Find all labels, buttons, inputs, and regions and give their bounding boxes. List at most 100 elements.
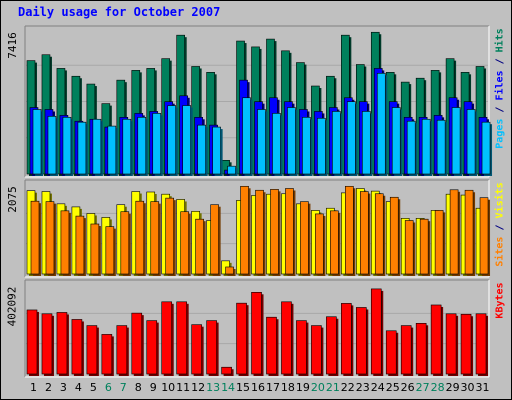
hits-panel-legend-part: / — [494, 100, 506, 119]
day-label-5: 5 — [90, 381, 97, 394]
day-label-27: 27 — [416, 381, 430, 394]
day-label-25: 25 — [386, 381, 400, 394]
bar-kbytes-day-27 — [415, 323, 429, 376]
bar-pages-day-22 — [347, 101, 358, 176]
day-label-14: 14 — [221, 381, 235, 394]
bar-kbytes-day-10 — [161, 301, 174, 376]
hits-panel-ymax-label: 7416 — [5, 32, 19, 59]
day-label-16: 16 — [251, 381, 265, 394]
bar-sites-day-20 — [315, 213, 326, 276]
bar-pages-day-3 — [62, 116, 73, 176]
bar-kbytes-day-14 — [221, 366, 234, 376]
bar-sites-day-2 — [45, 201, 56, 276]
day-label-31: 31 — [476, 381, 490, 394]
day-label-1: 1 — [30, 381, 37, 394]
day-label-15: 15 — [236, 381, 250, 394]
bar-pages-day-6 — [107, 125, 118, 176]
day-label-8: 8 — [135, 381, 142, 394]
visits-panel-ymax-label: 2075 — [5, 186, 19, 213]
bar-pages-day-14 — [227, 165, 238, 176]
bar-kbytes-day-1 — [26, 309, 39, 376]
bar-sites-day-18 — [285, 188, 296, 276]
bar-kbytes-day-12 — [191, 324, 204, 376]
bar-sites-day-22 — [345, 185, 356, 276]
bar-sites-day-31 — [479, 197, 491, 276]
day-label-21: 21 — [326, 381, 340, 394]
bar-sites-day-21 — [330, 210, 341, 276]
day-label-7: 7 — [120, 381, 127, 394]
bar-sites-day-10 — [165, 197, 176, 276]
bar-kbytes-day-18 — [281, 301, 294, 376]
bar-kbytes-day-30 — [460, 313, 474, 376]
bar-pages-day-26 — [406, 120, 418, 176]
chart-title: Daily usage for October 2007 — [18, 5, 221, 19]
bar-pages-day-27 — [421, 118, 433, 176]
bar-kbytes-day-4 — [71, 319, 84, 376]
bar-kbytes-day-26 — [400, 325, 414, 376]
bar-pages-day-11 — [182, 105, 193, 176]
bar-pages-day-25 — [391, 107, 403, 176]
day-label-4: 4 — [75, 381, 82, 394]
bar-sites-day-19 — [300, 201, 311, 276]
bar-sites-day-24 — [374, 193, 386, 276]
bar-sites-day-30 — [464, 189, 476, 276]
kbytes-panel-legend-part: KBytes — [494, 281, 506, 319]
day-label-6: 6 — [105, 381, 112, 394]
bar-kbytes-day-31 — [475, 313, 489, 376]
visits-panel-legend-part: / — [494, 217, 506, 237]
hits-panel-legend-part: Files — [494, 69, 506, 101]
bar-pages-day-12 — [197, 124, 208, 176]
bar-pages-day-2 — [47, 116, 58, 176]
bar-kbytes-day-6 — [101, 334, 114, 376]
day-label-19: 19 — [296, 381, 310, 394]
day-label-9: 9 — [150, 381, 157, 394]
bar-kbytes-day-16 — [251, 291, 264, 376]
bar-kbytes-day-24 — [370, 288, 384, 376]
bar-pages-day-31 — [481, 121, 493, 176]
bar-sites-day-9 — [150, 201, 161, 276]
hits-panel-legend-part: / — [494, 51, 506, 70]
bar-pages-day-15 — [242, 97, 253, 176]
bar-pages-day-7 — [122, 118, 133, 176]
bar-kbytes-day-23 — [355, 307, 369, 376]
bar-sites-day-14 — [225, 266, 236, 276]
bar-kbytes-day-28 — [430, 304, 444, 376]
bar-pages-day-30 — [466, 109, 478, 176]
bar-sites-day-15 — [240, 185, 251, 276]
bar-sites-day-27 — [419, 218, 431, 276]
bar-sites-day-4 — [75, 215, 86, 276]
bar-sites-day-1 — [30, 200, 41, 276]
day-label-26: 26 — [401, 381, 415, 394]
day-label-17: 17 — [266, 381, 280, 394]
bar-pages-day-29 — [451, 107, 463, 176]
bar-kbytes-day-21 — [326, 316, 339, 376]
day-label-20: 20 — [311, 381, 325, 394]
bar-pages-day-10 — [167, 105, 178, 176]
bar-sites-day-29 — [449, 189, 461, 276]
bar-kbytes-day-25 — [385, 330, 399, 376]
bar-sites-day-8 — [135, 200, 146, 276]
bar-kbytes-day-5 — [86, 325, 99, 376]
bar-sites-day-25 — [389, 196, 401, 276]
visits-panel-legend-part: Sites — [494, 236, 506, 267]
kbytes-panel-ymax-label: 402092 — [5, 286, 19, 326]
bar-pages-day-5 — [92, 118, 103, 176]
bar-kbytes-day-13 — [206, 320, 219, 376]
bar-pages-day-18 — [287, 107, 298, 176]
day-label-30: 30 — [461, 381, 475, 394]
bar-sites-day-17 — [270, 189, 281, 276]
bar-kbytes-day-17 — [266, 316, 279, 376]
bar-sites-day-5 — [90, 223, 101, 276]
day-label-13: 13 — [206, 381, 220, 394]
bar-sites-day-6 — [105, 226, 116, 276]
bar-kbytes-day-11 — [176, 301, 189, 376]
bar-pages-day-1 — [32, 109, 43, 176]
hits-panel-legend: Pages / Files / Hits — [495, 28, 506, 148]
visits-panel-legend: Sites / Visits — [495, 182, 506, 266]
hits-panel-legend-part: Hits — [494, 27, 506, 52]
bar-pages-day-8 — [137, 116, 148, 176]
bar-sites-day-3 — [60, 210, 71, 276]
bar-pages-day-13 — [212, 126, 223, 176]
bar-kbytes-day-19 — [296, 320, 309, 376]
kbytes-panel-legend: KBytes — [495, 282, 506, 318]
